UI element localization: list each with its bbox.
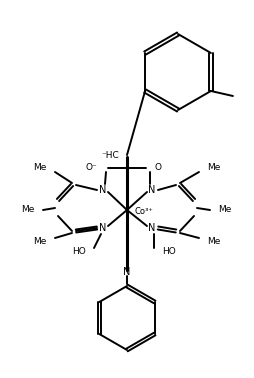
Text: Me: Me bbox=[34, 164, 47, 172]
Text: O: O bbox=[154, 164, 161, 172]
Text: HO: HO bbox=[161, 248, 175, 257]
Text: N: N bbox=[123, 267, 130, 277]
Text: Me: Me bbox=[217, 206, 230, 214]
Text: N: N bbox=[99, 185, 106, 195]
Text: Me: Me bbox=[206, 164, 219, 172]
Text: N: N bbox=[148, 185, 155, 195]
Text: N: N bbox=[148, 223, 155, 233]
Text: Me: Me bbox=[34, 237, 47, 246]
Text: Me: Me bbox=[206, 237, 219, 246]
Text: N: N bbox=[99, 223, 106, 233]
Text: O⁻: O⁻ bbox=[85, 164, 97, 172]
Text: Co³⁺: Co³⁺ bbox=[134, 208, 153, 217]
Text: HO: HO bbox=[72, 248, 86, 257]
Text: ⁻HC: ⁻HC bbox=[101, 150, 119, 160]
Text: Me: Me bbox=[22, 206, 35, 214]
